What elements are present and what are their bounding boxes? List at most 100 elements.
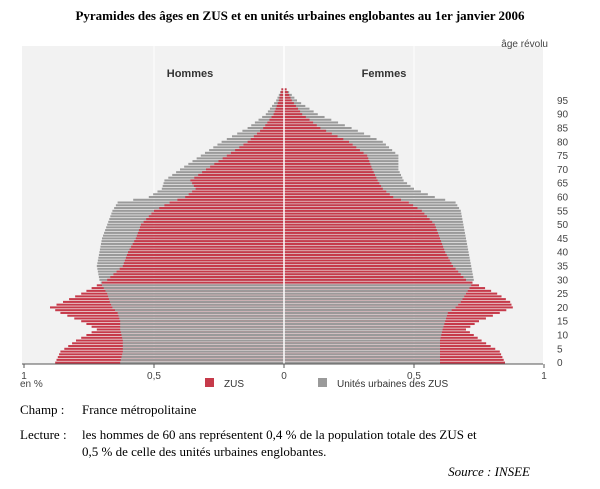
bars-layer (50, 88, 513, 364)
bar-zus-hommes (110, 276, 284, 279)
bar-zus-hommes (267, 121, 284, 124)
bar-zus-femmes (284, 157, 369, 160)
bar-uu-femmes (284, 292, 466, 295)
bar-zus-femmes (284, 264, 453, 268)
bar-zus-femmes (284, 107, 299, 110)
bar-uu-hommes (118, 314, 284, 317)
bar-uu-hommes (120, 361, 284, 364)
bar-zus-femmes (284, 276, 464, 279)
bar-zus-femmes (284, 234, 439, 237)
left-side-label: Hommes (167, 68, 213, 80)
bar-zus-hommes (263, 126, 284, 130)
bar-uu-femmes (284, 356, 440, 359)
y-tick-label: 20 (557, 303, 569, 314)
bar-zus-femmes (284, 218, 430, 221)
bar-uu-hommes (102, 284, 284, 287)
bar-zus-hommes (226, 154, 284, 157)
bar-uu-hommes (121, 333, 284, 337)
bar-uu-hommes (120, 328, 284, 331)
bar-zus-hommes (124, 259, 284, 262)
bar-zus-femmes (284, 146, 357, 149)
bar-zus-femmes (284, 270, 459, 273)
bar-zus-femmes (284, 154, 368, 157)
bar-zus-hommes (235, 149, 284, 152)
bar-zus-hommes (131, 245, 284, 248)
bar-uu-femmes (284, 309, 452, 312)
y-tick-label: 10 (557, 331, 569, 342)
bar-zus-hommes (148, 215, 284, 218)
bar-zus-femmes (284, 143, 353, 146)
lecture-text-line-2: 0,5 % de celle des unités urbaines englo… (82, 444, 327, 459)
bar-zus-hommes (102, 281, 284, 284)
bar-zus-femmes (284, 129, 327, 132)
bar-zus-hommes (141, 223, 284, 226)
bar-zus-hommes (269, 118, 284, 121)
bar-zus-hommes (190, 179, 284, 182)
bar-zus-femmes (284, 245, 444, 248)
bar-zus-femmes (284, 267, 456, 270)
bar-zus-hommes (169, 201, 284, 204)
bar-zus-femmes (284, 259, 450, 262)
y-tick-labels: 0 5 10 15 20 25 30 35 40 45 50 55 60 65 70 75 80 85 90 95 (557, 96, 569, 369)
y-tick-label: 30 (557, 275, 569, 286)
bar-zus-femmes (284, 160, 370, 163)
bar-zus-hommes (123, 262, 284, 265)
x-tick-labels: 1 0,5 0 0,5 1 (21, 364, 547, 382)
bar-uu-hommes (107, 292, 284, 295)
y-tick-label: 85 (557, 124, 569, 135)
bar-uu-femmes (284, 333, 442, 337)
bar-zus-femmes (284, 113, 303, 116)
y-tick-label: 75 (557, 151, 569, 162)
bar-zus-hommes (125, 256, 284, 259)
bar-zus-hommes (113, 273, 284, 276)
bar-zus-hommes (260, 129, 284, 132)
y-tick-label: 60 (557, 193, 569, 204)
bar-zus-femmes (284, 248, 445, 251)
bar-zus-hommes (126, 253, 285, 257)
chart-title: Pyramides des âges en ZUS et en unités u… (75, 8, 525, 23)
bar-zus-femmes (284, 184, 382, 188)
bar-zus-femmes (284, 173, 375, 176)
bar-uu-femmes (284, 289, 468, 292)
bar-zus-femmes (284, 102, 294, 105)
bar-zus-hommes (279, 96, 284, 99)
bar-uu-femmes (284, 339, 440, 342)
bar-zus-femmes (284, 171, 374, 174)
bar-zus-hommes (192, 182, 284, 185)
bar-zus-femmes (284, 99, 292, 102)
y-tick-label: 15 (557, 317, 569, 328)
bar-zus-hommes (143, 220, 284, 223)
bar-zus-femmes (284, 135, 338, 138)
bar-zus-femmes (284, 215, 427, 218)
y-tick-label: 25 (557, 289, 569, 300)
bar-uu-femmes (284, 358, 440, 361)
bar-uu-hommes (122, 347, 284, 350)
bar-zus-femmes (284, 91, 288, 94)
bar-uu-hommes (115, 309, 284, 312)
bar-zus-hommes (276, 104, 284, 107)
bar-zus-femmes (284, 207, 418, 210)
bar-zus-hommes (138, 229, 284, 232)
bar-uu-femmes (284, 320, 446, 323)
bar-zus-femmes (284, 198, 401, 201)
bar-uu-femmes (284, 325, 444, 328)
bar-zus-hommes (218, 160, 284, 163)
bar-zus-hommes (134, 240, 284, 243)
y-tick-label: 40 (557, 248, 569, 259)
bar-zus-femmes (284, 256, 449, 259)
bar-zus-hommes (194, 176, 284, 179)
bar-zus-hommes (202, 171, 284, 174)
bar-uu-femmes (284, 303, 459, 306)
bar-zus-femmes (284, 226, 436, 229)
y-tick-label: 80 (557, 137, 569, 148)
x-tick-label: 0,5 (147, 371, 161, 382)
bar-zus-hommes (210, 165, 284, 168)
bar-zus-hommes (195, 187, 284, 190)
x-tick-label: 1 (21, 371, 27, 382)
y-tick-label: 65 (557, 179, 569, 190)
bar-zus-femmes (284, 110, 301, 113)
bar-zus-hommes (247, 140, 284, 143)
bar-zus-hommes (230, 151, 284, 154)
bar-uu-femmes (284, 347, 440, 350)
source-note: Source : INSEE (448, 464, 530, 479)
